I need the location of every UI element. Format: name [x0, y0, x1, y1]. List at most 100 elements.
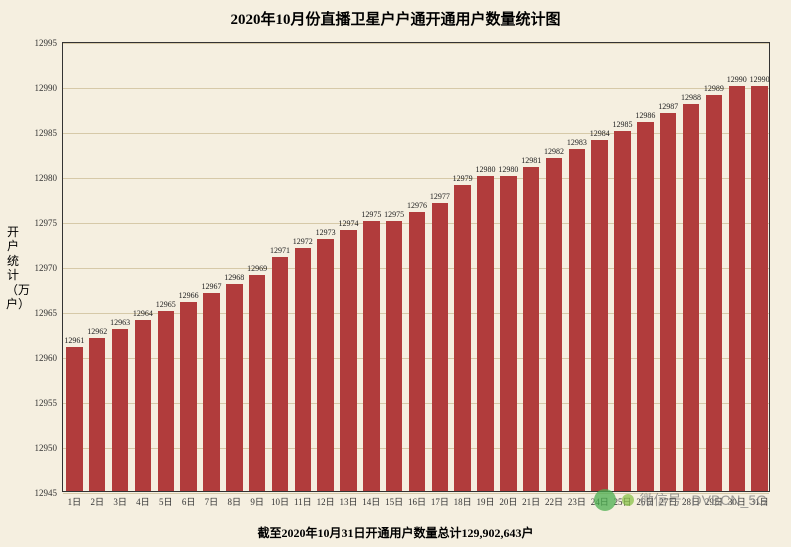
x-tick-label: 22日: [545, 491, 563, 508]
x-tick-label: 9日: [250, 491, 264, 508]
wechat-icon: [594, 489, 616, 511]
bar: 12967: [203, 293, 219, 491]
bar: 12972: [295, 248, 311, 491]
y-tick-label: 12975: [35, 218, 64, 228]
chart-footer: 截至2020年10月31日开通用户数量总计129,902,643户: [0, 524, 791, 541]
bar: 12966: [180, 302, 196, 491]
bar-value-label: 12966: [179, 291, 199, 302]
bar-value-label: 12964: [133, 309, 153, 320]
y-tick-label: 12995: [35, 38, 64, 48]
bar-value-label: 12971: [270, 246, 290, 257]
x-tick-label: 6日: [182, 491, 196, 508]
y-tick-label: 12955: [35, 398, 64, 408]
bar: 12990: [729, 86, 745, 491]
y-tick-label: 12970: [35, 263, 64, 273]
x-tick-label: 17日: [431, 491, 449, 508]
gridline: [63, 43, 769, 44]
bar: 12977: [432, 203, 448, 491]
y-axis-label: 开户统计（万户）: [6, 225, 20, 311]
x-tick-label: 19日: [477, 491, 495, 508]
x-tick-label: 4日: [136, 491, 150, 508]
chart-title: 2020年10月份直播卫星户户通开通用户数量统计图: [0, 8, 791, 29]
bar-value-label: 12982: [544, 147, 564, 158]
bar-value-label: 12962: [87, 327, 107, 338]
x-tick-label: 10日: [271, 491, 289, 508]
chart-container: 2020年10月份直播卫星户户通开通用户数量统计图 开户统计（万户） 12945…: [0, 0, 791, 547]
bar-value-label: 12983: [567, 138, 587, 149]
bar: 12975: [363, 221, 379, 491]
x-tick-label: 20日: [499, 491, 517, 508]
bar: 12964: [135, 320, 151, 491]
bar: 12988: [683, 104, 699, 491]
bar-value-label: 12968: [224, 273, 244, 284]
bar: 12989: [706, 95, 722, 491]
bar-value-label: 12976: [407, 201, 427, 212]
y-tick-label: 12980: [35, 173, 64, 183]
bar: 12980: [500, 176, 516, 491]
bar: 12973: [317, 239, 333, 491]
bar: 12982: [546, 158, 562, 491]
bar: 12975: [386, 221, 402, 491]
bar-value-label: 12961: [64, 336, 84, 347]
bar: 12981: [523, 167, 539, 491]
x-tick-label: 7日: [205, 491, 219, 508]
bar-value-label: 12969: [247, 264, 267, 275]
bar: 12974: [340, 230, 356, 491]
bar: 12983: [569, 149, 585, 491]
gridline: [63, 88, 769, 89]
bar-value-label: 12980: [498, 165, 518, 176]
x-tick-label: 18日: [454, 491, 472, 508]
bar-value-label: 12965: [156, 300, 176, 311]
bar: 12976: [409, 212, 425, 491]
x-tick-label: 15日: [385, 491, 403, 508]
bar-value-label: 12977: [430, 192, 450, 203]
bar: 12986: [637, 122, 653, 491]
y-tick-label: 12965: [35, 308, 64, 318]
x-tick-label: 1日: [68, 491, 82, 508]
bar-value-label: 12963: [110, 318, 130, 329]
bar: 12971: [272, 257, 288, 491]
y-tick-label: 12960: [35, 353, 64, 363]
bar-value-label: 12987: [658, 102, 678, 113]
x-tick-label: 13日: [339, 491, 357, 508]
bar-value-label: 12973: [316, 228, 336, 239]
bar: 12987: [660, 113, 676, 491]
bar-value-label: 12989: [704, 84, 724, 95]
x-tick-label: 12日: [317, 491, 335, 508]
bar-value-label: 12975: [384, 210, 404, 221]
bar: 12969: [249, 275, 265, 491]
bar-value-label: 12986: [635, 111, 655, 122]
x-tick-label: 2日: [90, 491, 104, 508]
bar: 12990: [751, 86, 767, 491]
y-tick-label: 12985: [35, 128, 64, 138]
x-tick-label: 23日: [568, 491, 586, 508]
y-tick-label: 12945: [35, 488, 64, 498]
bar-value-label: 12988: [681, 93, 701, 104]
bar-value-label: 12990: [750, 75, 770, 86]
bar: 12979: [454, 185, 470, 491]
watermark-value: DVBCN_5G: [692, 492, 767, 508]
x-tick-label: 14日: [362, 491, 380, 508]
bar: 12985: [614, 131, 630, 491]
bar-value-label: 12974: [338, 219, 358, 230]
bar-value-label: 12972: [293, 237, 313, 248]
bar: 12962: [89, 338, 105, 491]
bar-value-label: 12985: [613, 120, 633, 131]
bar: 12984: [591, 140, 607, 491]
bar: 12961: [66, 347, 82, 491]
bar-value-label: 12967: [201, 282, 221, 293]
watermark: 微信号: DVBCN_5G: [594, 489, 767, 511]
bar-value-label: 12975: [361, 210, 381, 221]
plot-area: 1294512950129551296012965129701297512980…: [62, 42, 770, 492]
x-tick-label: 3日: [113, 491, 127, 508]
y-tick-label: 12990: [35, 83, 64, 93]
x-tick-label: 5日: [159, 491, 173, 508]
bar-value-label: 12990: [727, 75, 747, 86]
bar-value-label: 12984: [590, 129, 610, 140]
bar-value-label: 12980: [476, 165, 496, 176]
bar: 12965: [158, 311, 174, 491]
x-tick-label: 8日: [228, 491, 242, 508]
bar: 12980: [477, 176, 493, 491]
y-tick-label: 12950: [35, 443, 64, 453]
bar: 12963: [112, 329, 128, 491]
